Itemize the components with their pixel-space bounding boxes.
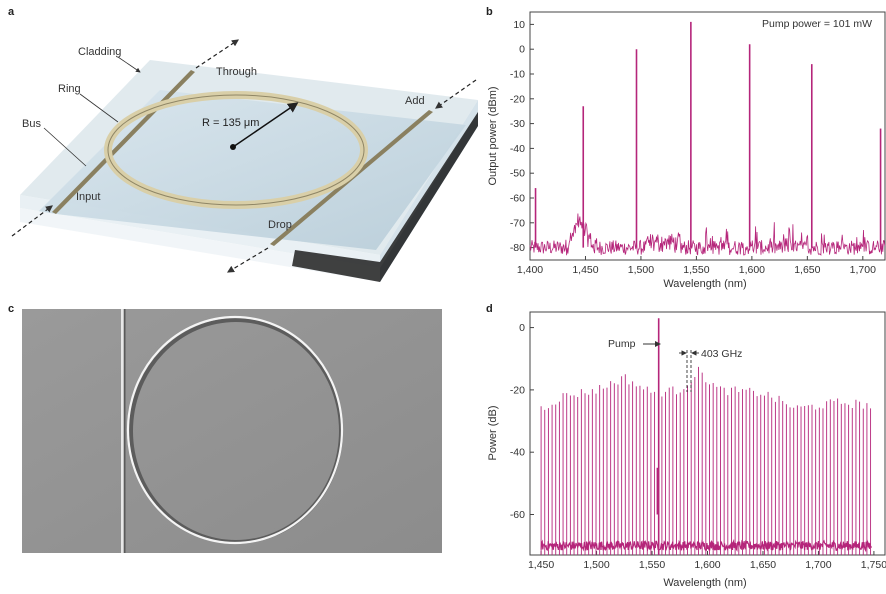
chart-b-noise-floor [529, 213, 886, 256]
chartD-ytick-label: -20 [510, 384, 525, 396]
panel-letter-c: c [8, 303, 15, 315]
chartD-ytick-label: 0 [519, 322, 525, 334]
sem-bus-shadow [124, 309, 126, 553]
substrate-front [20, 208, 380, 282]
sem-background [22, 309, 442, 553]
label-radius: R = 135 μm [202, 117, 259, 129]
chartB-ytick-label: -50 [510, 168, 525, 180]
chartD-xtick-label: 1,450 [528, 559, 554, 571]
drop-arrow [226, 247, 269, 273]
label-cladding: Cladding [78, 46, 121, 58]
chart-b-yticks: 10 0 -10 -20 -30 -40 -50 -60 -70 -80 [510, 19, 534, 254]
panel-letter-a: a [8, 6, 15, 18]
chart-d-pump-label: Pump [608, 338, 636, 350]
chart-b-frame [529, 11, 886, 261]
input-arrow [11, 205, 53, 237]
chartB-ytick-label: -40 [510, 143, 525, 155]
ring-leader [79, 93, 119, 123]
chart-b-xlabel: Wavelength (nm) [663, 278, 746, 290]
sem-ring [126, 315, 344, 545]
sem-micrograph [22, 309, 442, 553]
chart-b-trace [529, 21, 886, 256]
chart-d-trace [540, 318, 873, 555]
label-through: Through [216, 66, 257, 78]
sem-bus-waveguide [121, 309, 124, 553]
chartB-ytick-label: -20 [510, 93, 525, 105]
chart-b: 100-10-20-30-40-50-60-70-80 1,400 1,450 1,… [487, 11, 886, 290]
chartB-xtick-label: 1,650 [794, 264, 820, 276]
chartD-xtick-label: 1,650 [750, 559, 776, 571]
chartD-xtick-label: 1,700 [805, 559, 831, 571]
chartB-ytick-label: -10 [510, 69, 525, 81]
chart-b-xticks: 1,400 1,450 1,500 1,550 1,600 1,650 1,700 [517, 256, 876, 276]
chart-d-noise-floor [540, 538, 873, 553]
chartB-xtick-label: 1,400 [517, 264, 543, 276]
cladding-leader [117, 56, 141, 73]
label-ring: Ring [58, 83, 81, 95]
chartB-xtick-label: 1,500 [628, 264, 654, 276]
label-bus: Bus [22, 118, 41, 130]
substrate-dark-edge [292, 112, 478, 282]
chartD-xtick-label: 1,600 [694, 559, 720, 571]
bus-leader [43, 127, 87, 167]
label-add: Add [405, 95, 425, 107]
chart-b-ylabel: Output power (dBm) [487, 86, 499, 185]
chartD-ytick-label: -60 [510, 509, 525, 521]
chartB-ytick-label: -70 [510, 217, 525, 229]
ring-resonator-edge [107, 94, 365, 206]
chart-d-xlabel: Wavelength (nm) [663, 577, 746, 589]
device-schematic: Cladding Through Ring Add Bus R = 135 μm… [11, 39, 478, 282]
chart-d-yticks: 0 -20 -40 -60 [510, 322, 534, 521]
chartB-xtick-label: 1,550 [683, 264, 709, 276]
panel-letter-d: d [486, 303, 493, 315]
chartB-xtick-label: 1,450 [572, 264, 598, 276]
label-drop: Drop [268, 219, 292, 231]
chartD-xtick-label: 1,550 [639, 559, 665, 571]
chartB-xtick-label: 1,700 [850, 264, 876, 276]
chartB-ytick-label: 0 [519, 44, 525, 56]
chartB-ytick-label: -60 [510, 193, 525, 205]
through-arrow [195, 39, 239, 69]
chart-d: 0 -20 -40 -60 1,450 1,500 1,550 1,600 1,650 1,70… [487, 311, 886, 589]
chart-b-annotation: Pump power = 101 mW [762, 18, 872, 30]
chartB-ytick-label: -80 [510, 242, 525, 254]
chartB-xtick-label: 1,600 [739, 264, 765, 276]
add-arrow [435, 79, 477, 109]
chart-d-ylabel: Power (dB) [487, 405, 499, 460]
chartD-xtick-label: 1,750 [861, 559, 886, 571]
label-input: Input [76, 191, 100, 203]
chartB-ytick-label: 10 [513, 19, 525, 31]
chartB-ytick-label: -30 [510, 118, 525, 130]
radius-arrow [232, 102, 299, 148]
chart-d-xticks: 1,450 1,500 1,550 1,600 1,650 1,700 1,750 [528, 551, 886, 571]
chartD-ytick-label: -40 [510, 447, 525, 459]
chartD-xtick-label: 1,500 [583, 559, 609, 571]
panel-letter-b: b [486, 6, 493, 18]
chart-d-spacing-label: 403 GHz [701, 348, 742, 360]
